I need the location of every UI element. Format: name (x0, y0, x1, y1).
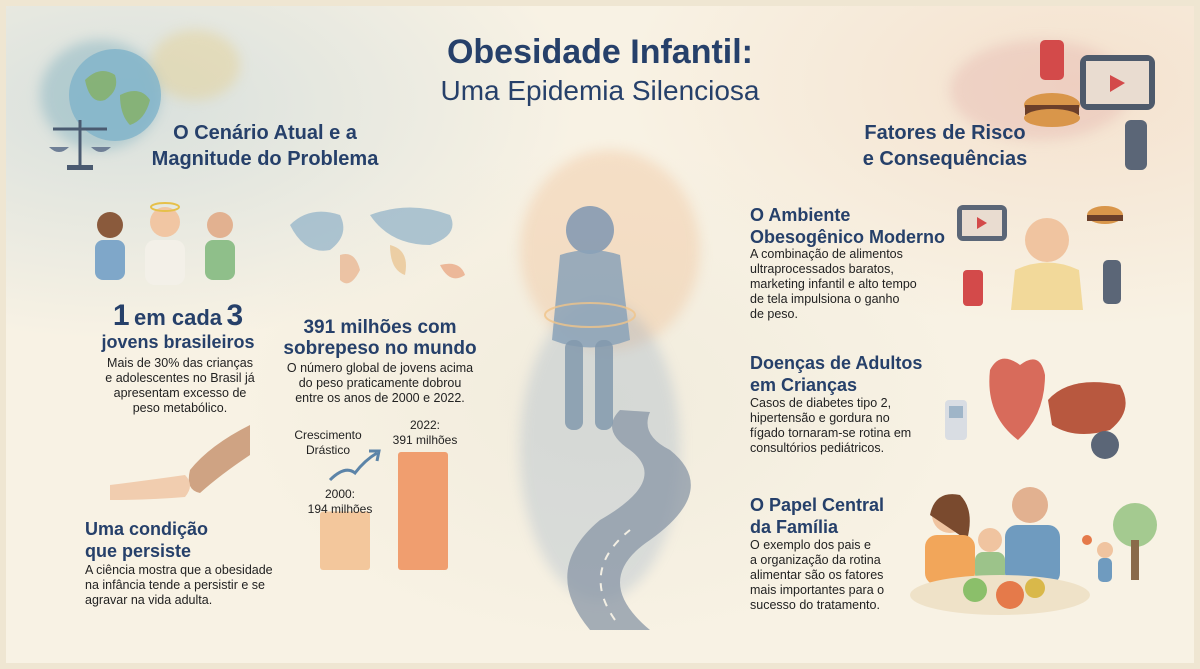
page-subtitle: Uma Epidemia Silenciosa (440, 75, 760, 106)
text-line: fígado tornaram-se rotina em (750, 426, 912, 440)
text-line: Casos de diabetes tipo 2, (750, 396, 892, 410)
youth-stat-label: jovens brasileiros (101, 332, 255, 352)
page-title: Obesidade Infantil: (446, 33, 754, 71)
env-title-line2: Obesogênico Moderno (750, 227, 946, 247)
persist-title-line2: que persiste (85, 541, 192, 561)
chart-annotation: Crescimento Drástico (288, 428, 368, 458)
world-title-line2: sobrepeso no mundo (283, 338, 477, 359)
holding-hands-illustration (110, 425, 250, 500)
bar-label-value: 391 milhões (392, 433, 458, 447)
stat-number-three: 3 (226, 299, 244, 332)
child-on-road-illustration (544, 206, 691, 630)
stat-mid-text: em cada (133, 305, 223, 330)
text-line: consultórios pediátricos. (750, 441, 885, 455)
world-stat-title: 391 milhões com sobrepeso no mundo (280, 317, 480, 359)
three-children-illustration (95, 202, 235, 285)
growth-arrow-icon (328, 449, 381, 482)
diseases-title-line2: em Crianças (750, 375, 858, 395)
text-line: de peso. (750, 307, 798, 321)
family-title-line1: O Papel Central (750, 495, 885, 515)
globe-icon (69, 49, 161, 141)
world-map-illustration (290, 207, 465, 284)
env-title-line1: O Ambiente (750, 205, 851, 225)
persist-text: A ciência mostra que a obesidade na infâ… (85, 563, 295, 608)
bar-label-year: 2000: (324, 487, 356, 501)
watercolor-blob (150, 30, 240, 100)
text-line: ultraprocessados baratos, (750, 262, 894, 276)
text-line: peso metabólico. (132, 401, 228, 415)
family-title-line2: da Família (750, 517, 839, 537)
bar-2000 (320, 511, 370, 570)
text-line: entre os anos de 2000 e 2022. (295, 391, 465, 405)
organs-illustration (945, 358, 1126, 459)
text-line: alimentar são os fatores (750, 568, 884, 582)
right-header-line1: Fatores de Risco (864, 122, 1026, 144)
persist-title-line1: Uma condição (85, 519, 209, 539)
annotation-line: Crescimento (294, 428, 362, 442)
left-section-header: O Cenário Atual e a Magnitude do Problem… (120, 120, 410, 172)
left-header-line2: Magnitude do Problema (151, 148, 379, 170)
youth-stat-headline: 1 em cada 3 (88, 300, 268, 337)
text-line: na infância tende a persistir e se (85, 578, 265, 592)
world-title-line1: 391 milhões com (303, 317, 457, 338)
bar-label-2000: 2000: 194 milhões (305, 487, 375, 517)
persist-title: Uma condição que persiste (85, 518, 285, 562)
bar-label-2022: 2022: 391 milhões (385, 418, 465, 448)
diseases-title-line1: Doenças de Adultos (750, 353, 923, 373)
bar-label-year: 2022: (409, 418, 441, 432)
growth-bar-chart (320, 452, 448, 570)
child-with-screens-illustration (957, 205, 1123, 310)
text-line: do peso praticamente dobrou (298, 376, 462, 390)
text-line: hipertensão e gordura no (750, 411, 890, 425)
text-line: marketing infantil e alto tempo (750, 277, 917, 291)
text-line: O exemplo dos pais e (750, 538, 871, 552)
text-line: e adolescentes no Brasil já (105, 371, 255, 385)
text-line: a organização da rotina (750, 553, 881, 567)
scales-icon (49, 120, 111, 170)
world-stat-text: O número global de jovens acima do peso … (280, 361, 480, 406)
env-title: O Ambiente Obesogênico Moderno (750, 204, 970, 248)
text-line: Mais de 30% das crianças (107, 356, 253, 370)
stat-number-one: 1 (112, 299, 130, 332)
family-text: O exemplo dos pais e a organização da ro… (750, 538, 930, 613)
text-line: A combinação de alimentos (750, 247, 903, 261)
diseases-title: Doenças de Adultos em Crianças (750, 352, 960, 396)
diseases-text: Casos de diabetes tipo 2, hipertensão e … (750, 396, 960, 456)
right-section-header: Fatores de Risco e Consequências (825, 120, 1065, 172)
left-header-line1: O Cenário Atual e a (173, 122, 357, 144)
bar-label-value: 194 milhões (307, 502, 373, 516)
annotation-line: Drástico (305, 443, 350, 457)
family-title: O Papel Central da Família (750, 494, 950, 538)
right-header-line2: e Consequências (862, 148, 1028, 170)
family-meal-illustration (910, 487, 1157, 615)
text-line: O número global de jovens acima (286, 361, 474, 375)
youth-stat-text: Mais de 30% das crianças e adolescentes … (85, 356, 275, 416)
bar-2022 (398, 452, 448, 570)
env-text: A combinação de alimentos ultraprocessad… (750, 247, 955, 322)
text-line: mais importantes para o (750, 583, 885, 597)
junk-food-screens-illustration (1024, 40, 1155, 170)
text-line: A ciência mostra que a obesidade (85, 563, 273, 577)
text-line: sucesso do tratamento. (750, 598, 880, 612)
text-line: agravar na vida adulta. (85, 593, 213, 607)
text-line: apresentam excesso de (113, 386, 247, 400)
text-line: de tela impulsiona o ganho (750, 292, 900, 306)
